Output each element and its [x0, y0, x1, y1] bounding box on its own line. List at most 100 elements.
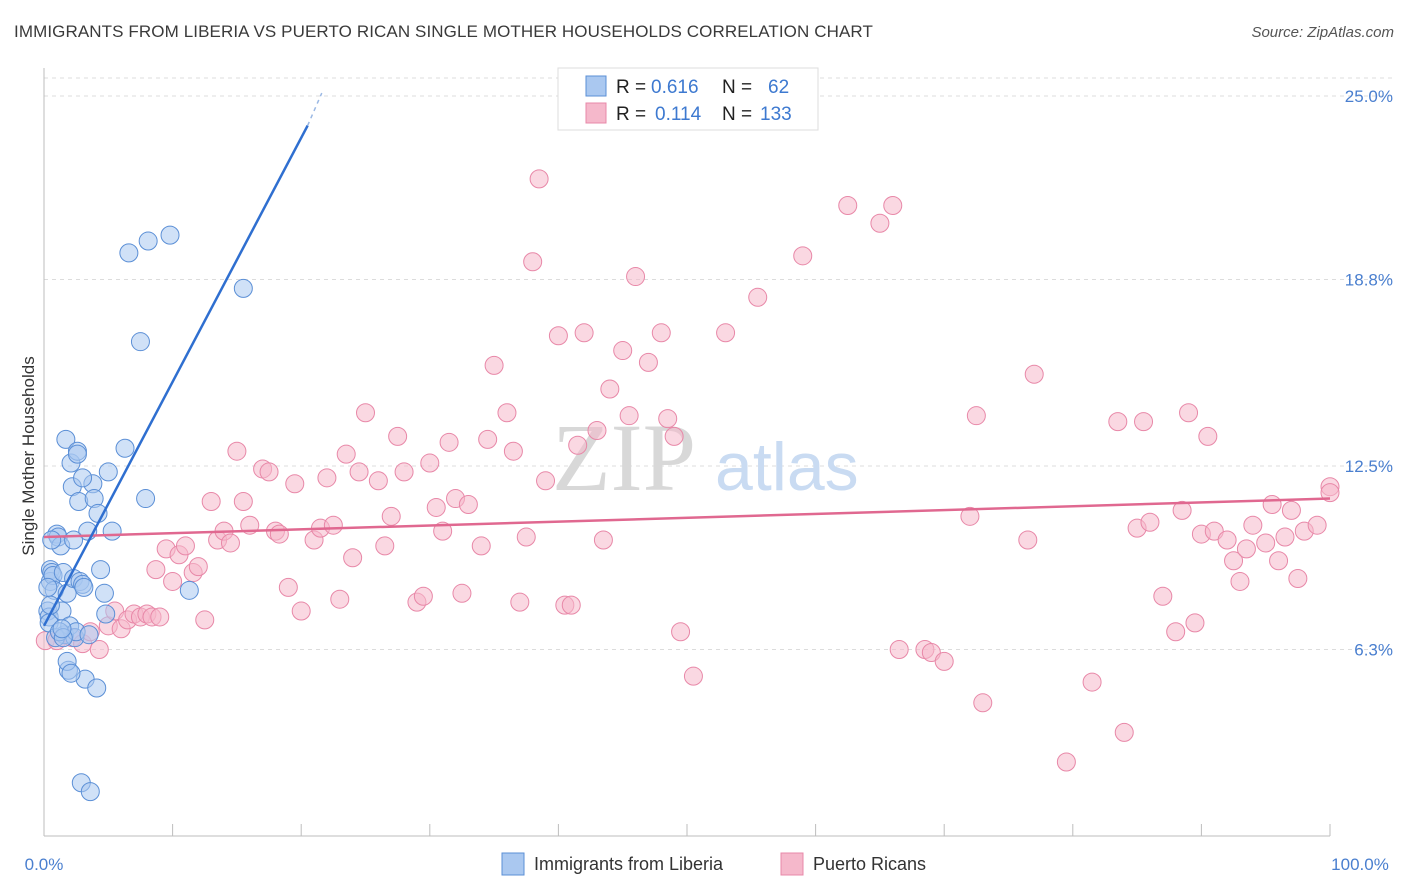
chart-title: IMMIGRANTS FROM LIBERIA VS PUERTO RICAN … [14, 22, 873, 41]
data-point-puerto-ricans [838, 196, 858, 216]
data-point-puerto-ricans [510, 592, 530, 612]
y-tick-label: 6.3% [1354, 641, 1393, 660]
data-point-immigrants-from-liberia [67, 444, 87, 464]
data-point-immigrants-from-liberia [179, 580, 199, 600]
data-point-puerto-ricans [452, 583, 472, 603]
data-point-puerto-ricans [1018, 530, 1038, 550]
data-point-puerto-ricans [1275, 527, 1295, 547]
legend-box: R = 0.616 N = 62 R = 0.114 N = 133 [557, 67, 819, 131]
data-point-puerto-ricans [748, 287, 768, 307]
data-point-immigrants-from-liberia [102, 521, 122, 541]
data-point-immigrants-from-liberia [61, 663, 81, 683]
data-point-puerto-ricans [716, 323, 736, 343]
data-point-puerto-ricans [201, 492, 221, 512]
data-point-puerto-ricans [1281, 500, 1301, 520]
data-point-immigrants-from-liberia [91, 560, 111, 580]
data-point-puerto-ricans [1288, 568, 1308, 588]
data-point-puerto-ricans [671, 622, 691, 642]
legend-n-value-1: 62 [768, 77, 789, 98]
data-point-puerto-ricans [163, 571, 183, 591]
chart-source: Source: ZipAtlas.com [1251, 24, 1394, 41]
data-point-puerto-ricans [568, 435, 588, 455]
data-point-puerto-ricans [966, 406, 986, 426]
data-point-puerto-ricans [793, 246, 813, 266]
data-point-puerto-ricans [1320, 483, 1340, 503]
data-point-puerto-ricans [285, 474, 305, 494]
data-point-immigrants-from-liberia [52, 619, 72, 639]
data-point-puerto-ricans [278, 577, 298, 597]
data-point-puerto-ricans [343, 548, 363, 568]
data-point-puerto-ricans [433, 521, 453, 541]
data-point-immigrants-from-liberia [96, 604, 116, 624]
data-point-puerto-ricans [497, 403, 517, 423]
data-point-immigrants-from-liberia [233, 278, 253, 298]
data-point-puerto-ricans [426, 497, 446, 517]
data-point-puerto-ricans [1179, 403, 1199, 423]
data-point-puerto-ricans [175, 536, 195, 556]
data-point-puerto-ricans [259, 462, 279, 482]
data-point-puerto-ricans [889, 640, 909, 660]
data-point-puerto-ricans [1243, 515, 1263, 535]
bottom-legend-label-puerto-ricans: Puerto Ricans [813, 854, 926, 874]
data-point-puerto-ricans [870, 213, 890, 233]
data-point-puerto-ricans [1056, 752, 1076, 772]
data-point-puerto-ricans [1307, 515, 1327, 535]
y-tick-label: 18.8% [1345, 271, 1393, 290]
data-point-puerto-ricans [381, 506, 401, 526]
legend-r-label-1: R = [616, 77, 646, 98]
data-point-immigrants-from-liberia [38, 577, 58, 597]
data-point-puerto-ricans [523, 252, 543, 272]
data-point-puerto-ricans [349, 462, 369, 482]
data-point-puerto-ricans [503, 441, 523, 461]
data-point-puerto-ricans [227, 441, 247, 461]
data-point-immigrants-from-liberia [94, 583, 114, 603]
data-point-puerto-ricans [1230, 571, 1250, 591]
data-point-immigrants-from-liberia [130, 332, 150, 352]
trend-lines [42, 92, 1331, 627]
data-point-puerto-ricans [1269, 551, 1289, 571]
data-point-puerto-ricans [89, 640, 109, 660]
data-point-immigrants-from-liberia [98, 462, 118, 482]
data-point-puerto-ricans [478, 429, 498, 449]
data-point-immigrants-from-liberia [56, 429, 76, 449]
data-point-puerto-ricans [188, 557, 208, 577]
data-point-puerto-ricans [269, 524, 289, 544]
data-point-puerto-ricans [368, 471, 388, 491]
trend-line-immigrants-from-liberia [42, 125, 309, 627]
data-point-puerto-ricans [683, 666, 703, 686]
data-point-puerto-ricans [574, 323, 594, 343]
data-point-puerto-ricans [593, 530, 613, 550]
data-point-immigrants-from-liberia [42, 530, 62, 550]
data-point-puerto-ricans [1236, 539, 1256, 559]
trend-line-extension [306, 92, 323, 126]
legend-n-label-2: N = [722, 104, 752, 125]
data-point-puerto-ricans [1166, 622, 1186, 642]
bottom-legend: Immigrants from Liberia Puerto Ricans [501, 852, 926, 876]
data-point-puerto-ricans [356, 403, 375, 423]
data-point-puerto-ricans [291, 601, 311, 621]
legend-r-value-2: 0.114 [655, 104, 702, 125]
data-point-immigrants-from-liberia [119, 243, 139, 263]
data-point-puerto-ricans [1185, 613, 1205, 633]
data-point-puerto-ricans [1153, 586, 1173, 606]
data-point-puerto-ricans [651, 323, 671, 343]
data-point-puerto-ricans [1217, 530, 1237, 550]
bottom-legend-swatch-blue [501, 852, 525, 876]
data-point-puerto-ricans [638, 352, 658, 372]
data-point-puerto-ricans [1108, 412, 1128, 432]
grid-lines [44, 77, 1392, 651]
data-point-puerto-ricans [973, 693, 993, 713]
data-point-immigrants-from-liberia [79, 625, 99, 645]
y-axis-tick-labels: 6.3% 12.5% 18.8% 25.0% [1345, 87, 1393, 660]
data-point-puerto-ricans [336, 444, 356, 464]
data-point-immigrants-from-liberia [69, 492, 89, 512]
data-point-puerto-ricans [1262, 494, 1282, 514]
data-point-immigrants-from-liberia [115, 438, 135, 458]
y-tick-label: 12.5% [1345, 457, 1393, 476]
legend-swatch-blue [585, 75, 607, 97]
data-point-puerto-ricans [323, 515, 343, 535]
data-point-puerto-ricans [658, 409, 678, 429]
data-point-puerto-ricans [413, 586, 433, 606]
legend-swatch-pink [585, 102, 607, 124]
